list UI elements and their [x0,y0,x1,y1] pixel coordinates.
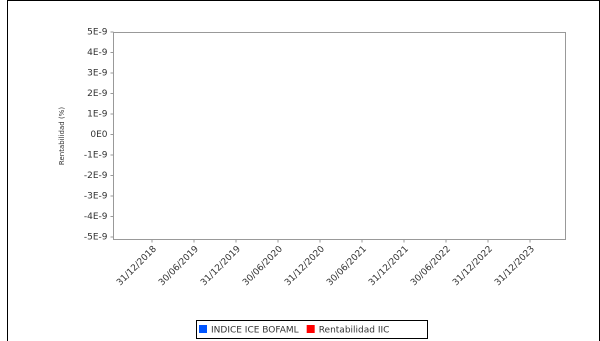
y-tick-label: 3E-9 [87,69,108,79]
y-tick-label: 5E-9 [87,28,108,38]
y-tick-label: -1E-9 [84,151,108,161]
y-tick-label: 4E-9 [87,48,108,58]
legend-label: INDICE ICE BOFAML [211,326,299,336]
plot-area [113,32,566,240]
legend-swatch [199,325,207,333]
legend-label: Rentabilidad IIC [319,326,390,336]
y-tick-label: -2E-9 [84,171,108,181]
y-tick-label: -3E-9 [84,192,108,202]
y-axis-label: Rentabilidad (%) [58,107,66,165]
y-tick-label: 0E0 [90,130,107,140]
y-tick-label: 2E-9 [87,89,108,99]
y-tick-label: -5E-9 [84,233,108,243]
legend-swatch [306,325,315,333]
y-tick-label: 1E-9 [87,110,108,120]
y-tick-label: -4E-9 [84,212,108,222]
